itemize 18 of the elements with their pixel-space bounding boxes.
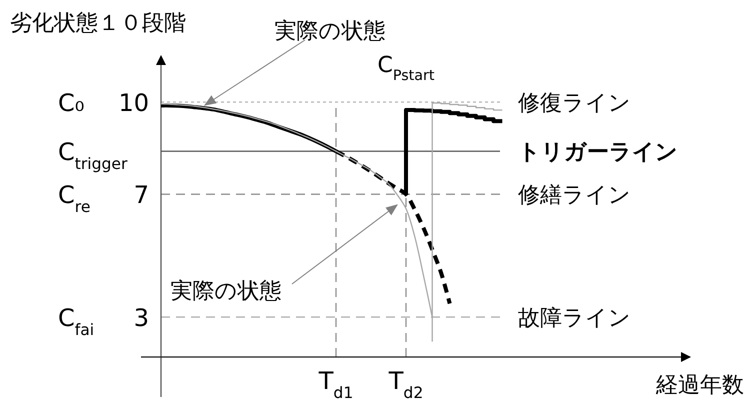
text: C$_{trigger}$: [58, 138, 128, 174]
x-axis-title: 経過年数: [655, 373, 744, 398]
ref-line-label: トリガーライン: [518, 140, 678, 166]
ref-line-label: 修復ライン: [518, 91, 631, 116]
text: C$_{fai}$: [58, 304, 94, 340]
y-tick-label: 3: [134, 304, 149, 332]
annotation: C$_{Pstart}$: [377, 53, 435, 84]
x-tick-label: T$_{d2}$: [388, 367, 424, 401]
annotation: 実際の状態: [274, 19, 386, 44]
x-tick-label: T$_{d1}$: [318, 367, 354, 401]
annotation: 実際の状態: [170, 279, 282, 304]
y-tick-label: 10: [118, 89, 149, 118]
y-axis-title: 劣化状態１０段階: [10, 11, 186, 36]
ref-line-label: 修繕ライン: [518, 183, 631, 208]
y-tick-label: 7: [134, 181, 149, 210]
text: C₀: [58, 89, 84, 118]
ref-line-label: 故障ライン: [518, 306, 631, 332]
text: C$_{re}$: [58, 181, 90, 216]
